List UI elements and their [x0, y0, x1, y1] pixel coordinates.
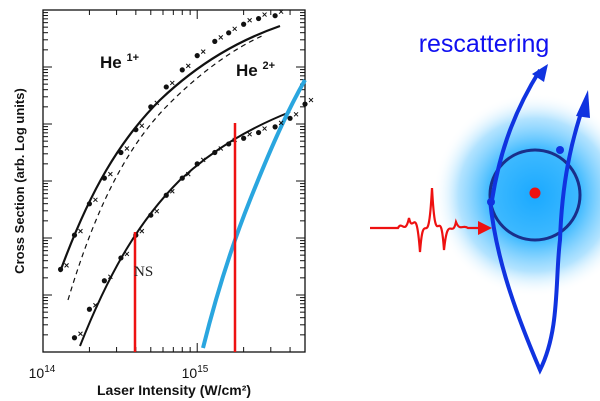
he1-data-point	[163, 84, 169, 90]
rescattering-label: rescattering	[419, 30, 550, 58]
he2-data-point	[194, 161, 200, 167]
trajectory-arrow-right	[576, 90, 590, 118]
he2-data-point	[272, 124, 278, 130]
he2-data-point	[212, 149, 218, 156]
y-axis-ticks	[43, 12, 305, 353]
y-axis-label: Cross Section (arb. Log units)	[12, 88, 27, 274]
he1-data-point	[194, 53, 200, 59]
he2-cross-point	[78, 331, 83, 337]
electron-cloud-glow	[433, 93, 600, 297]
he2-cross-point	[247, 131, 252, 137]
scattered-path	[490, 68, 542, 201]
he1-cross-point	[169, 80, 175, 86]
he1-data-point	[118, 149, 124, 156]
he2-cross-point	[93, 302, 98, 308]
x-tick-label-14: 1014	[29, 364, 56, 381]
he1-cross-point	[247, 17, 252, 23]
he1-cross-point	[93, 197, 98, 203]
he2-cross-point	[278, 120, 284, 126]
plot-frame	[42, 9, 306, 353]
ns-label: NS	[134, 264, 153, 280]
x-tick-label-15: 1015	[182, 364, 209, 381]
he1-cross-point	[64, 262, 69, 268]
he1-data-point	[241, 21, 247, 27]
he1-data-point	[57, 266, 64, 272]
ionization-point	[487, 198, 495, 206]
he1-data-point	[212, 38, 218, 44]
data-points	[57, 9, 314, 341]
he2-data-point	[226, 141, 232, 147]
he2-cross-point	[154, 208, 160, 214]
he1-data-point	[272, 13, 278, 19]
he1-cross-point	[124, 146, 130, 151]
he2-data-point	[101, 278, 107, 284]
he1-data-point	[255, 15, 262, 22]
he2-data-point	[255, 129, 262, 136]
he1-label: He 1+	[100, 52, 139, 72]
he1-cross-point	[218, 34, 224, 40]
he2-cross-point	[218, 146, 224, 151]
he2-data-point	[163, 192, 169, 198]
he2-cross-point	[139, 228, 145, 234]
he2-cross-point	[308, 97, 314, 103]
trajectory-arrow-left	[532, 64, 548, 82]
he2-data-point	[148, 212, 154, 218]
he2-cross-point	[200, 157, 206, 163]
he1-data-point	[101, 175, 107, 181]
pulse-arrow-head	[478, 221, 492, 235]
orbit-circle	[488, 148, 582, 242]
he2-label: He 2+	[236, 60, 275, 80]
he2-data-point	[241, 135, 247, 141]
rescattering-diagram: rescattering	[370, 30, 600, 375]
nucleus-dot	[529, 187, 541, 199]
he1-data-point	[179, 67, 185, 73]
ion-yield-chart: He 1+ He 2+ NS Cross Section (arb. Log u…	[12, 9, 314, 398]
he2-cross-point	[124, 251, 130, 257]
he2-data-point	[71, 335, 78, 341]
he1-cross-point	[78, 228, 83, 234]
he1-data-point	[226, 30, 232, 36]
he2-data-point	[86, 306, 93, 312]
he1-data-point	[71, 232, 78, 238]
he2-cross-point	[108, 274, 113, 280]
he1-cross-point	[278, 9, 284, 15]
he1-cross-point	[154, 100, 160, 106]
he2-cross-point	[262, 126, 267, 131]
he1-data-point	[133, 127, 139, 133]
sequential-curve	[201, 79, 307, 349]
he2-data-point	[302, 101, 308, 107]
he2-data-point	[179, 175, 185, 181]
x-axis-label: Laser Intensity (W/cm²)	[97, 382, 251, 398]
he2-cross-point	[169, 188, 175, 194]
he2-cross-point	[185, 171, 191, 177]
he1-cross-point	[139, 123, 145, 129]
he2-data-point	[118, 255, 124, 261]
he2-cross-point	[293, 111, 299, 117]
he1-cross-point	[108, 171, 113, 177]
he1-data-point	[148, 104, 154, 110]
he1-cross-point	[185, 63, 191, 69]
he1-data-point	[86, 201, 93, 207]
he2-theory-curve	[79, 111, 291, 347]
return-point	[556, 146, 564, 154]
he1-cross-point	[200, 49, 206, 54]
he1-cross-point	[232, 26, 238, 32]
electron-trajectory	[488, 109, 584, 375]
he1-cross-point	[262, 12, 267, 17]
he2-data-point	[287, 115, 293, 121]
he1-dashed-curve	[67, 35, 263, 301]
laser-pulse-wave	[370, 187, 482, 253]
